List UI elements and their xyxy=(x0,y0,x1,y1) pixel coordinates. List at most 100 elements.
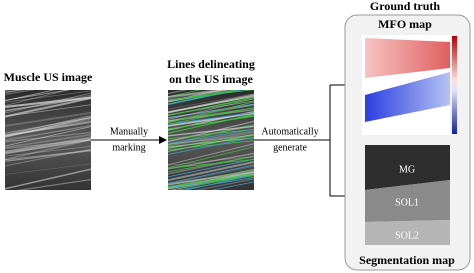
texture-line xyxy=(5,149,91,161)
texture-line xyxy=(168,93,254,110)
texture-line xyxy=(5,146,91,157)
texture-line xyxy=(211,181,254,190)
seg-title: Segmentation map xyxy=(359,253,455,267)
texture-line xyxy=(168,165,254,185)
texture-line xyxy=(168,107,254,125)
texture-line xyxy=(168,130,254,147)
texture-line xyxy=(168,134,254,152)
colorbar xyxy=(452,36,457,134)
texture-line xyxy=(5,168,91,190)
texture-line xyxy=(16,178,91,190)
texture-line xyxy=(168,90,189,95)
texture-line xyxy=(5,139,91,150)
texture-line xyxy=(5,137,91,153)
mfo-region xyxy=(365,38,450,78)
texture-line xyxy=(168,158,254,178)
texture-line xyxy=(168,104,254,119)
texture-line xyxy=(168,156,254,166)
texture-line xyxy=(5,111,91,127)
texture-line xyxy=(5,90,37,95)
texture-line xyxy=(5,90,30,96)
texture-line xyxy=(5,138,91,161)
texture-line xyxy=(168,134,254,145)
texture-line xyxy=(5,148,91,167)
texture-line xyxy=(168,98,254,116)
texture-line xyxy=(5,90,70,106)
texture-line xyxy=(176,177,254,190)
texture-line xyxy=(5,96,91,107)
texture-line xyxy=(168,171,254,186)
texture-line xyxy=(168,134,254,152)
texture-line xyxy=(168,131,254,149)
texture-line xyxy=(168,90,229,103)
texture-line xyxy=(5,138,91,155)
texture-line xyxy=(5,124,91,142)
texture-line xyxy=(168,113,254,134)
us-texture xyxy=(5,90,91,190)
texture-line xyxy=(168,103,254,119)
texture-line xyxy=(168,125,254,142)
texture-line xyxy=(5,133,91,149)
texture-line xyxy=(5,90,91,103)
texture-line xyxy=(5,94,91,109)
texture-line xyxy=(168,125,254,137)
texture-line xyxy=(168,98,254,121)
texture-line xyxy=(5,97,91,118)
texture-line xyxy=(168,168,254,188)
texture-line xyxy=(168,137,254,148)
texture-line xyxy=(168,159,254,169)
texture-line xyxy=(168,90,234,98)
texture-line xyxy=(5,163,91,175)
texture-line xyxy=(168,111,254,127)
texture-line xyxy=(5,150,91,162)
seg-label: SOL1 xyxy=(395,197,419,208)
texture-line xyxy=(168,175,254,187)
texture-line xyxy=(5,115,91,136)
texture-line xyxy=(168,94,254,114)
seg-label: SOL2 xyxy=(395,230,419,241)
texture-line xyxy=(168,171,254,189)
step-label: marking xyxy=(112,142,145,153)
seg-region xyxy=(365,145,450,190)
seg-region xyxy=(365,180,450,222)
texture-line xyxy=(5,94,91,117)
texture-line xyxy=(168,90,240,101)
texture-line xyxy=(168,164,254,184)
texture-line xyxy=(5,92,91,114)
texture-line xyxy=(168,146,254,169)
texture-line xyxy=(168,143,254,166)
texture-line xyxy=(168,140,254,151)
step-label: Manually xyxy=(110,126,148,137)
texture-line xyxy=(168,171,254,185)
seg-region xyxy=(365,220,450,245)
step-label: Automatically xyxy=(261,126,318,137)
texture-line xyxy=(5,131,91,143)
texture-line xyxy=(5,117,91,134)
annotated-texture xyxy=(168,90,254,190)
texture-line xyxy=(5,117,91,138)
texture-line xyxy=(5,90,25,94)
texture-line xyxy=(168,101,254,124)
texture-line xyxy=(168,115,254,130)
texture-line xyxy=(5,96,91,112)
texture-line xyxy=(194,178,254,190)
annotated-title: Lines delineating xyxy=(167,57,255,71)
texture-line xyxy=(168,103,254,122)
mfo-region xyxy=(365,72,450,122)
input-title: Muscle US image xyxy=(4,70,93,84)
mfo-title: MFO map xyxy=(378,17,432,31)
texture-line xyxy=(5,126,91,147)
texture-line xyxy=(168,136,254,155)
texture-line xyxy=(5,116,91,138)
ground-truth-title: Ground truth xyxy=(370,0,440,13)
texture-line xyxy=(168,90,222,98)
texture-line xyxy=(5,124,91,141)
annotated-title: on the US image xyxy=(169,72,253,86)
texture-line xyxy=(5,119,91,137)
texture-line xyxy=(168,90,241,106)
step-label: generate xyxy=(273,142,307,153)
texture-line xyxy=(168,90,202,98)
texture-line xyxy=(5,90,56,102)
texture-line xyxy=(168,169,254,186)
